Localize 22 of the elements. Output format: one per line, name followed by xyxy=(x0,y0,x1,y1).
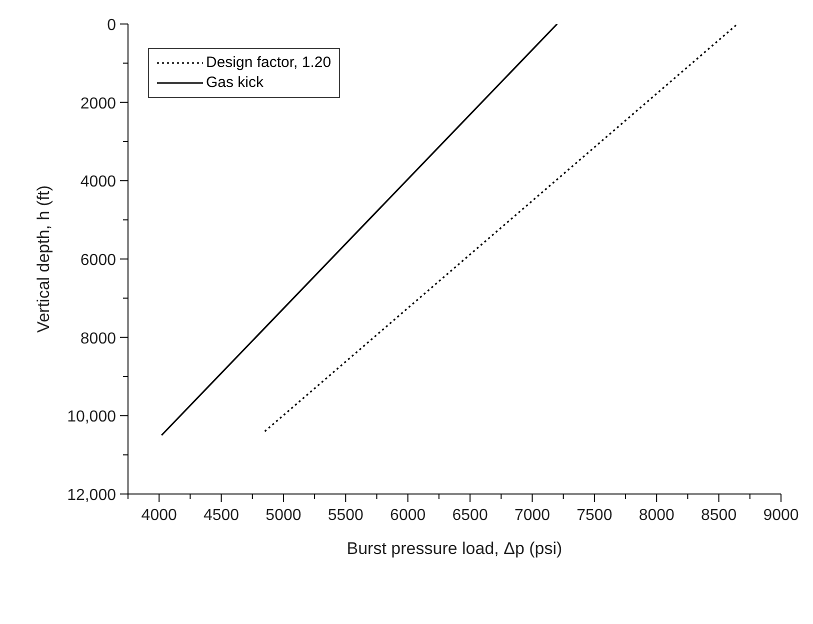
x-tick-label: 5500 xyxy=(328,507,364,524)
x-tick-label: 6000 xyxy=(390,507,426,524)
y-tick-label: 6000 xyxy=(80,252,116,269)
x-tick-label: 9000 xyxy=(763,507,799,524)
y-tick-label: 8000 xyxy=(80,330,116,348)
y-tick-label: 4000 xyxy=(80,174,116,191)
x-tick-label: 6500 xyxy=(452,507,488,524)
y-tick-label: 10,000 xyxy=(67,408,116,426)
x-tick-label: 8500 xyxy=(701,507,737,524)
y-tick-label: 12,000 xyxy=(67,487,116,504)
x-tick-label: 8000 xyxy=(638,507,675,524)
x-tick-label: 4000 xyxy=(141,507,177,524)
x-tick-label: 4500 xyxy=(203,507,240,524)
legend-label: Gas kick xyxy=(206,73,264,93)
y-tick-label: 2000 xyxy=(80,95,116,112)
x-axis-title: Burst pressure load, Δp (psi) xyxy=(346,539,562,558)
y-axis-title: Vertical depth, h (ft) xyxy=(34,185,54,333)
y-tick-label: 0 xyxy=(107,17,116,34)
x-tick-label: 5000 xyxy=(266,507,302,524)
legend-label: Design factor, 1.20 xyxy=(206,53,332,73)
x-tick-label: 7500 xyxy=(576,507,612,524)
x-tick-label: 7000 xyxy=(514,507,550,524)
